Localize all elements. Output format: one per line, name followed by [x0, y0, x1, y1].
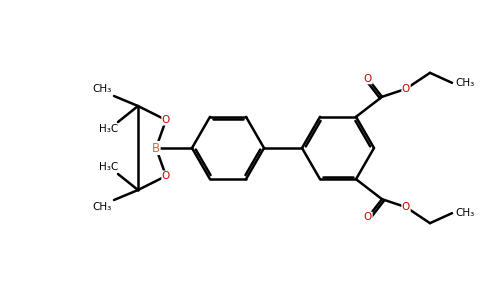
Text: O: O	[162, 115, 170, 125]
Text: H₃C: H₃C	[99, 124, 118, 134]
Text: H₃C: H₃C	[99, 162, 118, 172]
Text: O: O	[162, 171, 170, 181]
Text: CH₃: CH₃	[455, 78, 474, 88]
Text: O: O	[364, 212, 372, 222]
Text: O: O	[402, 202, 410, 212]
Text: B: B	[152, 142, 160, 154]
Text: CH₃: CH₃	[93, 84, 112, 94]
Text: O: O	[364, 74, 372, 84]
Text: CH₃: CH₃	[93, 202, 112, 212]
Text: CH₃: CH₃	[455, 208, 474, 218]
Text: O: O	[402, 84, 410, 94]
